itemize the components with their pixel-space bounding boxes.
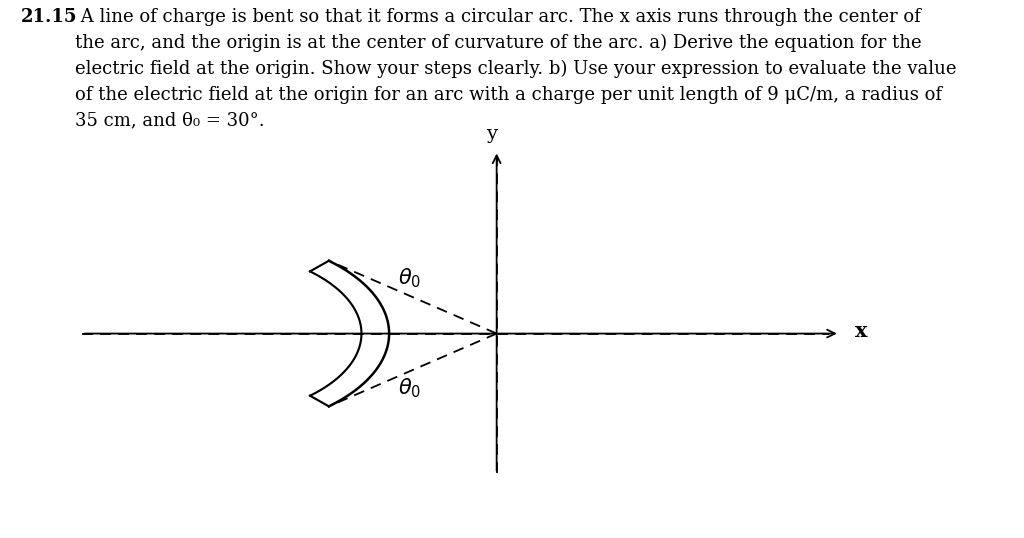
Text: $\theta_0$: $\theta_0$ [398, 267, 421, 291]
Text: 21.15: 21.15 [20, 8, 77, 26]
Text: A line of charge is bent so that it forms a circular arc. The x axis runs throug: A line of charge is bent so that it form… [75, 8, 956, 130]
Text: x: x [855, 321, 867, 341]
Text: $\theta_0$: $\theta_0$ [398, 377, 421, 400]
Text: y: y [486, 125, 497, 143]
